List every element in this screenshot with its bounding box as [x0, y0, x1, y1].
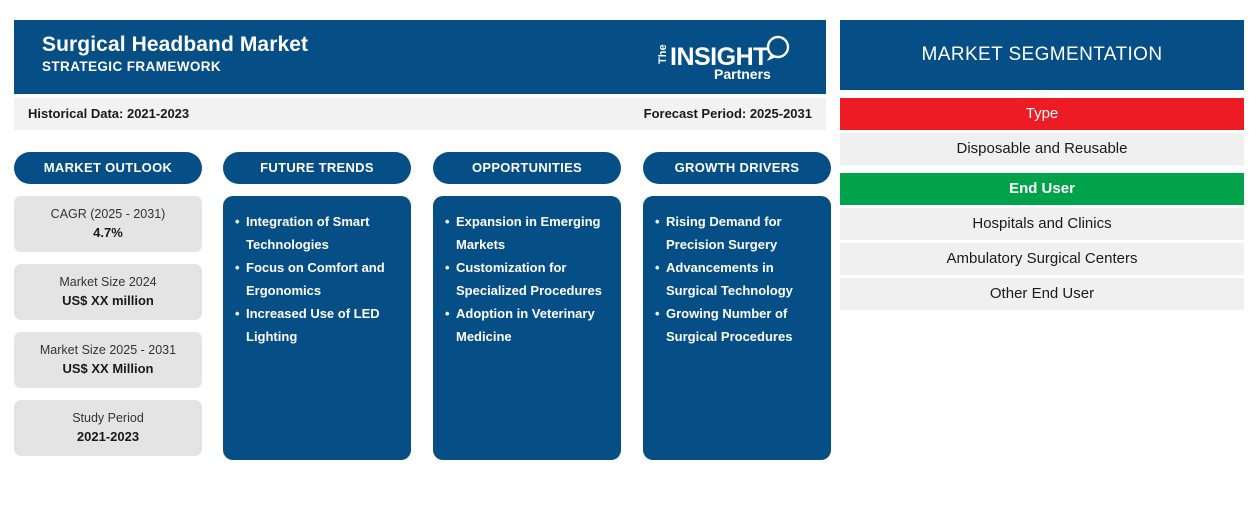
- stat-card-market-size-2024: Market Size 2024 US$ XX million: [14, 264, 202, 320]
- segmentation-group-end-user: End User Hospitals and Clinics Ambulator…: [840, 173, 1244, 310]
- logo-partners-text: Partners: [714, 66, 771, 82]
- column-opportunities: OPPORTUNITIES Expansion in Emerging Mark…: [433, 152, 621, 460]
- stat-value: US$ XX million: [62, 293, 154, 308]
- stat-value: US$ XX Million: [62, 361, 154, 376]
- bullet-list: Rising Demand for Precision Surgery Adva…: [655, 210, 821, 348]
- column-pill-opportunities[interactable]: OPPORTUNITIES: [433, 152, 621, 184]
- stat-label: Study Period: [72, 411, 144, 425]
- bullet-card-opportunities: Expansion in Emerging Markets Customizat…: [433, 196, 621, 460]
- bullet-list: Expansion in Emerging Markets Customizat…: [445, 210, 611, 348]
- stat-label: Market Size 2025 - 2031: [39, 343, 177, 357]
- logo-bubble-tail: [767, 54, 776, 61]
- segmentation-title-end-user: End User: [840, 173, 1244, 205]
- column-future-trends: FUTURE TRENDS Integration of Smart Techn…: [223, 152, 411, 460]
- bullet-item: Advancements in Surgical Technology: [655, 256, 821, 302]
- segmentation-item[interactable]: Disposable and Reusable: [840, 133, 1244, 165]
- title-text-group: Surgical Headband Market STRATEGIC FRAME…: [42, 32, 308, 76]
- period-strip: Historical Data: 2021-2023 Forecast Peri…: [14, 98, 826, 130]
- stat-value: 4.7%: [93, 225, 123, 240]
- logo-insight-text: INSIGHT: [670, 43, 768, 71]
- segmentation-header: MARKET SEGMENTATION: [840, 20, 1244, 90]
- stat-card-study-period: Study Period 2021-2023: [14, 400, 202, 456]
- segmentation-item[interactable]: Other End User: [840, 278, 1244, 310]
- forecast-period-label: Forecast Period: 2025-2031: [643, 106, 812, 121]
- segmentation-item[interactable]: Ambulatory Surgical Centers: [840, 243, 1244, 275]
- bullet-item: Adoption in Veterinary Medicine: [445, 302, 611, 348]
- strategic-framework-panel: Surgical Headband Market STRATEGIC FRAME…: [14, 20, 831, 470]
- column-pill-growth-drivers[interactable]: GROWTH DRIVERS: [643, 152, 831, 184]
- logo-bubble-circle: [766, 35, 790, 59]
- bullet-card-growth-drivers: Rising Demand for Precision Surgery Adva…: [643, 196, 831, 460]
- bullet-item: Growing Number of Surgical Procedures: [655, 302, 821, 348]
- segmentation-group-type: Type Disposable and Reusable: [840, 98, 1244, 165]
- stat-card-market-size-forecast: Market Size 2025 - 2031 US$ XX Million: [14, 332, 202, 388]
- bullet-item: Customization for Specialized Procedures: [445, 256, 611, 302]
- bullet-item: Rising Demand for Precision Surgery: [655, 210, 821, 256]
- bullet-item: Increased Use of LED Lighting: [235, 302, 401, 348]
- stat-label: CAGR (2025 - 2031): [50, 207, 166, 221]
- bullet-item: Integration of Smart Technologies: [235, 210, 401, 256]
- segmentation-title-type: Type: [840, 98, 1244, 130]
- bullet-item: Expansion in Emerging Markets: [445, 210, 611, 256]
- column-growth-drivers: GROWTH DRIVERS Rising Demand for Precisi…: [643, 152, 831, 460]
- stat-value: 2021-2023: [76, 429, 140, 444]
- historical-data-label: Historical Data: 2021-2023: [28, 106, 190, 121]
- page-subtitle: STRATEGIC FRAMEWORK: [42, 59, 222, 74]
- logo-svg: The INSIGHT Partners: [657, 35, 790, 82]
- page-title: Surgical Headband Market: [42, 33, 309, 56]
- column-pill-market-outlook[interactable]: MARKET OUTLOOK: [14, 152, 202, 184]
- bullet-item: Focus on Comfort and Ergonomics: [235, 256, 401, 302]
- title-bar: Surgical Headband Market STRATEGIC FRAME…: [14, 20, 826, 94]
- framework-columns: MARKET OUTLOOK CAGR (2025 - 2031) 4.7% M…: [14, 152, 831, 480]
- bullet-card-future-trends: Integration of Smart Technologies Focus …: [223, 196, 411, 460]
- stat-card-cagr: CAGR (2025 - 2031) 4.7%: [14, 196, 202, 252]
- column-pill-future-trends[interactable]: FUTURE TRENDS: [223, 152, 411, 184]
- stat-label: Market Size 2024: [59, 275, 157, 289]
- market-segmentation-panel: MARKET SEGMENTATION Type Disposable and …: [840, 20, 1244, 310]
- logo-the-text: The: [657, 44, 669, 64]
- column-market-outlook: MARKET OUTLOOK CAGR (2025 - 2031) 4.7% M…: [14, 152, 202, 456]
- bullet-list: Integration of Smart Technologies Focus …: [235, 210, 401, 348]
- insight-partners-logo: The INSIGHT Partners: [652, 34, 802, 82]
- segmentation-item[interactable]: Hospitals and Clinics: [840, 208, 1244, 240]
